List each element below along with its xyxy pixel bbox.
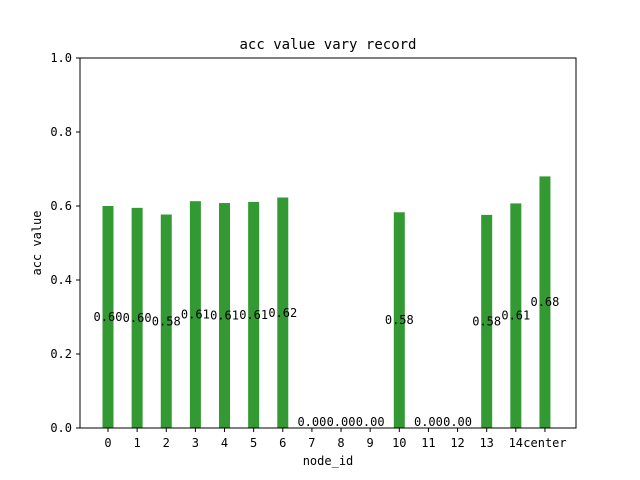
y-tick-label-0.2: 0.2 [50, 347, 72, 361]
x-tick-label-10: 10 [392, 436, 406, 450]
bar-14 [510, 203, 522, 428]
x-tick-label-11: 11 [421, 436, 435, 450]
data-label-7: 0.00 [297, 415, 326, 429]
bar-3 [189, 201, 201, 428]
x-tick-label-1: 1 [134, 436, 141, 450]
data-label-1: 0.60 [123, 311, 152, 325]
x-tick-label-13: 13 [479, 436, 493, 450]
data-label-6: 0.62 [268, 306, 297, 320]
data-label-2: 0.58 [152, 314, 181, 328]
data-label-10: 0.58 [385, 313, 414, 327]
bar-5 [248, 201, 260, 428]
bar-4 [219, 203, 231, 428]
data-label-3: 0.61 [181, 308, 210, 322]
data-label-4: 0.61 [210, 309, 239, 323]
bar-6 [277, 197, 289, 428]
y-axis: 0.0 0.2 0.4 0.6 0.8 1.0 [50, 51, 80, 435]
x-axis: 0 1 2 3 4 5 6 7 8 9 10 11 12 13 14 center [104, 428, 567, 450]
x-tick-label-9: 9 [367, 436, 374, 450]
x-tick-label-2: 2 [163, 436, 170, 450]
x-tick-label-0: 0 [104, 436, 111, 450]
y-tick-label-0.4: 0.4 [50, 273, 72, 287]
bar-13 [481, 214, 493, 428]
data-label-8: 0.00 [327, 415, 356, 429]
y-axis-label: acc value [30, 210, 44, 275]
y-tick-label-1.0: 1.0 [50, 51, 72, 65]
x-tick-label-8: 8 [337, 436, 344, 450]
x-tick-label-center: center [523, 436, 566, 450]
y-tick-label-0.0: 0.0 [50, 421, 72, 435]
x-tick-label-5: 5 [250, 436, 257, 450]
x-tick-label-6: 6 [279, 436, 286, 450]
y-tick-label-0.6: 0.6 [50, 199, 72, 213]
data-label-0: 0.60 [94, 310, 123, 324]
x-tick-label-12: 12 [450, 436, 464, 450]
data-label-center: 0.68 [530, 295, 559, 309]
x-tick-label-7: 7 [308, 436, 315, 450]
chart-title: acc value vary record [239, 37, 416, 53]
x-tick-label-3: 3 [192, 436, 199, 450]
data-label-9: 0.00 [356, 415, 385, 429]
bar-2 [160, 214, 172, 428]
x-axis-label: node_id [303, 454, 354, 468]
y-tick-label-0.8: 0.8 [50, 125, 72, 139]
x-tick-label-4: 4 [221, 436, 228, 450]
bars-group [102, 176, 551, 428]
x-tick-label-14: 14 [509, 436, 523, 450]
bar-10 [393, 212, 405, 428]
data-label-13: 0.58 [472, 314, 501, 328]
bar-0 [102, 206, 114, 428]
plot-frame [79, 57, 577, 429]
data-label-11: 0.00 [414, 415, 443, 429]
data-label-12: 0.00 [443, 415, 472, 429]
data-label-14: 0.61 [501, 309, 530, 323]
bar-center [539, 176, 551, 428]
data-labels-group: 0.60 0.60 0.58 0.61 0.61 0.61 0.620.00 0.00 0.00… [94, 295, 560, 429]
bar-1 [131, 207, 143, 428]
data-label-5: 0.61 [239, 308, 268, 322]
